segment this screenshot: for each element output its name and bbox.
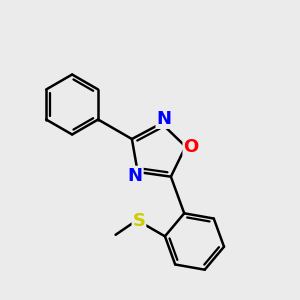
Text: N: N — [128, 167, 143, 184]
Text: S: S — [133, 212, 146, 230]
Text: N: N — [156, 110, 171, 128]
Text: O: O — [183, 138, 199, 156]
